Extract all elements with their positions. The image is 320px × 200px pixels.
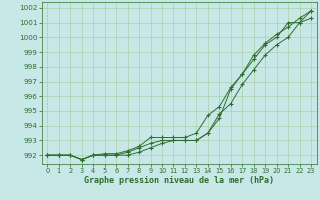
X-axis label: Graphe pression niveau de la mer (hPa): Graphe pression niveau de la mer (hPa) (84, 176, 274, 185)
